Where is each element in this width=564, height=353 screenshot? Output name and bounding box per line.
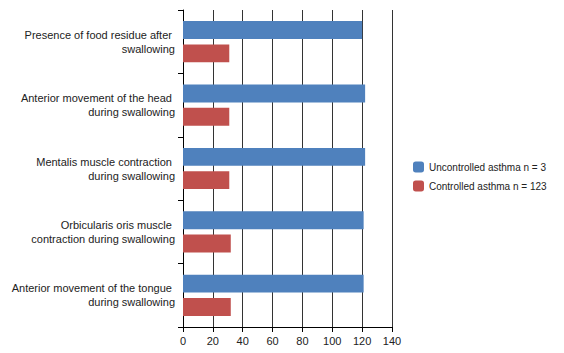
svg-text:40: 40 (237, 335, 249, 347)
svg-text:100: 100 (323, 335, 341, 347)
svg-text:during swallowing: during swallowing (88, 170, 175, 182)
svg-text:Anterior movement of the tongu: Anterior movement of the tongue (12, 282, 175, 294)
svg-text:20: 20 (207, 335, 219, 347)
svg-text:120: 120 (353, 335, 371, 347)
svg-text:swallowing: swallowing (122, 43, 175, 55)
svg-text:Presence of food residue after: Presence of food residue after (25, 29, 175, 41)
svg-text:Controlled asthma n = 123: Controlled asthma n = 123 (429, 181, 547, 192)
svg-text:during swallowing: during swallowing (88, 106, 175, 118)
svg-text:Mentalis muscle contraction: Mentalis muscle contraction (36, 156, 175, 168)
svg-text:Anterior movement of the head: Anterior movement of the head (21, 92, 175, 104)
svg-text:contraction during swallowing: contraction during swallowing (31, 233, 175, 245)
svg-text:80: 80 (296, 335, 308, 347)
svg-text:during swallowing: during swallowing (88, 296, 175, 308)
svg-text:Orbicularis oris muscle: Orbicularis oris muscle (61, 219, 175, 231)
svg-text:0: 0 (180, 335, 186, 347)
svg-text:60: 60 (266, 335, 278, 347)
svg-text:140: 140 (383, 335, 401, 347)
svg-text:Uncontrolled asthma n = 3: Uncontrolled asthma n = 3 (429, 162, 546, 173)
